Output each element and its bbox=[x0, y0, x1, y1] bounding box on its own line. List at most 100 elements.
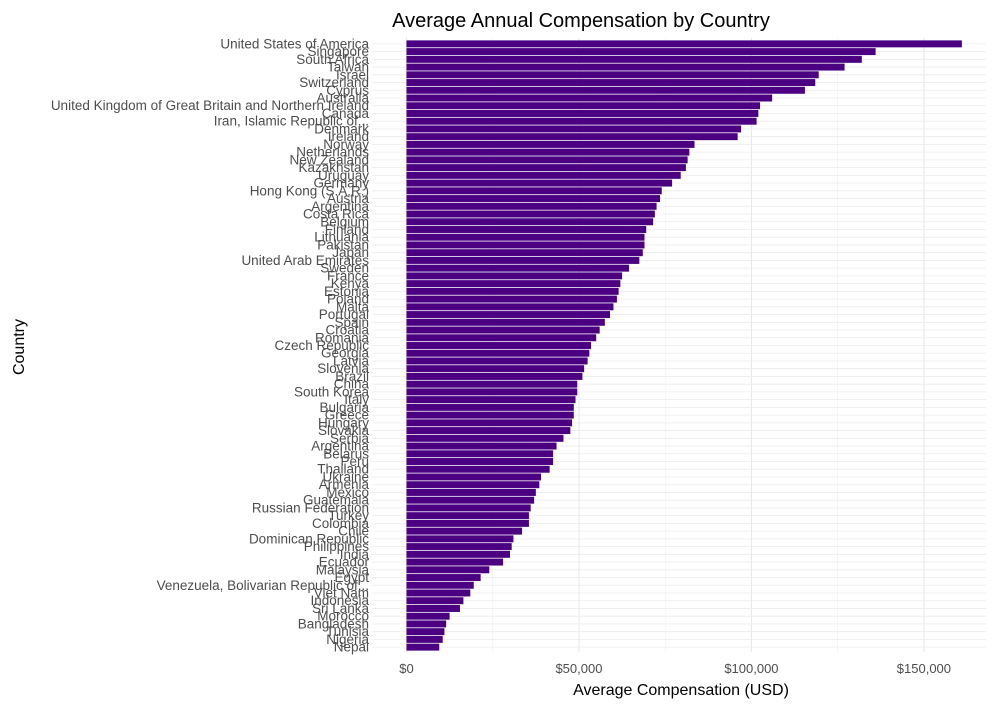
bar bbox=[406, 450, 554, 458]
bar bbox=[406, 55, 862, 63]
country-label: Latvia bbox=[333, 353, 370, 368]
bar bbox=[406, 388, 578, 396]
country-label: Pakistan bbox=[317, 237, 369, 252]
bar bbox=[406, 280, 621, 288]
bar bbox=[406, 342, 592, 349]
country-label: Venezuela, Bolivarian Republic of... bbox=[157, 578, 369, 593]
country-label: Mexico bbox=[326, 485, 369, 500]
bar bbox=[406, 403, 574, 411]
bar bbox=[406, 71, 819, 79]
country-label: Switzerland bbox=[299, 75, 369, 90]
country-label: Hong Kong (S.A.R.) bbox=[250, 183, 369, 198]
bar bbox=[406, 318, 605, 326]
country-label: Argentina bbox=[311, 439, 369, 454]
country-label: Nepal bbox=[334, 640, 369, 655]
country-label: India bbox=[340, 547, 370, 562]
country-label: Slovakia bbox=[318, 423, 370, 438]
x-tick-label: $150,000 bbox=[897, 661, 951, 676]
bar bbox=[406, 164, 686, 172]
bar bbox=[406, 156, 688, 164]
country-label: Indonesia bbox=[310, 593, 369, 608]
bar bbox=[406, 272, 623, 280]
bar bbox=[406, 48, 876, 56]
country-label: Czech Republic bbox=[274, 338, 369, 353]
bar bbox=[406, 581, 474, 589]
bar bbox=[406, 481, 540, 489]
bar bbox=[406, 140, 695, 148]
country-label: Peru bbox=[340, 454, 369, 469]
country-label: Finland bbox=[325, 222, 369, 237]
bar bbox=[406, 94, 773, 102]
x-tick-label: $100,000 bbox=[724, 661, 778, 676]
country-label: Estonia bbox=[324, 284, 370, 299]
country-label: South Africa bbox=[296, 52, 369, 67]
bar bbox=[406, 226, 647, 233]
bar bbox=[406, 109, 759, 117]
bar bbox=[406, 349, 590, 357]
bar bbox=[406, 473, 542, 481]
country-label: Singapore bbox=[307, 44, 369, 59]
country-label: New Zealand bbox=[289, 152, 369, 167]
country-label: Israel bbox=[336, 67, 369, 82]
country-label: Italy bbox=[344, 392, 369, 407]
country-label: United Kingdom of Great Britain and Nort… bbox=[51, 98, 369, 113]
bar bbox=[406, 187, 662, 195]
country-label: Canada bbox=[322, 106, 370, 121]
bar bbox=[406, 419, 573, 427]
bar bbox=[406, 117, 757, 125]
country-label: Kenya bbox=[331, 276, 370, 291]
country-label: Uruguay bbox=[318, 168, 369, 183]
country-label: Philippines bbox=[304, 539, 370, 554]
country-label: Viet Nam bbox=[314, 585, 369, 600]
bar bbox=[406, 411, 574, 419]
bar bbox=[406, 628, 445, 636]
x-axis-title: Average Compensation (USD) bbox=[573, 682, 789, 699]
country-label: Belgium bbox=[320, 214, 369, 229]
bar bbox=[406, 504, 531, 512]
bar bbox=[406, 218, 654, 226]
country-label: Australia bbox=[316, 91, 369, 106]
bar bbox=[406, 133, 738, 141]
bar bbox=[406, 612, 450, 620]
country-label: Iran, Islamic Republic of... bbox=[214, 114, 369, 129]
bar bbox=[406, 365, 585, 373]
bar bbox=[406, 519, 529, 527]
bar bbox=[406, 256, 640, 264]
bar bbox=[406, 372, 583, 380]
country-label: Portugal bbox=[319, 307, 369, 322]
bar bbox=[406, 589, 471, 597]
bar bbox=[406, 195, 661, 203]
country-label: United Arab Emirates bbox=[241, 253, 369, 268]
country-label: Norway bbox=[323, 137, 369, 152]
bar bbox=[406, 326, 600, 334]
bar bbox=[406, 566, 490, 574]
country-label: Brazil bbox=[335, 369, 369, 384]
bar bbox=[406, 512, 529, 520]
bar bbox=[406, 434, 564, 442]
bar bbox=[406, 380, 578, 388]
bar bbox=[406, 442, 557, 450]
bar bbox=[406, 427, 571, 435]
bar bbox=[406, 210, 655, 218]
bar bbox=[406, 102, 761, 110]
country-label: Netherlands bbox=[296, 145, 369, 160]
country-label: Turkey bbox=[328, 508, 369, 523]
bar bbox=[406, 620, 447, 628]
country-label: Taiwan bbox=[327, 60, 369, 75]
bar bbox=[406, 465, 550, 473]
bar bbox=[406, 303, 614, 311]
country-label: Colombia bbox=[312, 516, 370, 531]
bar bbox=[406, 643, 440, 651]
country-label: Serbia bbox=[330, 431, 370, 446]
country-label: Ukraine bbox=[322, 469, 369, 484]
bar bbox=[406, 635, 443, 643]
country-label: Guatemala bbox=[303, 493, 370, 508]
country-label: France bbox=[327, 268, 369, 283]
bar bbox=[406, 125, 742, 133]
country-label: Chile bbox=[338, 524, 369, 539]
bar bbox=[406, 171, 681, 179]
country-label: Morocco bbox=[317, 609, 369, 624]
bar bbox=[406, 287, 619, 295]
